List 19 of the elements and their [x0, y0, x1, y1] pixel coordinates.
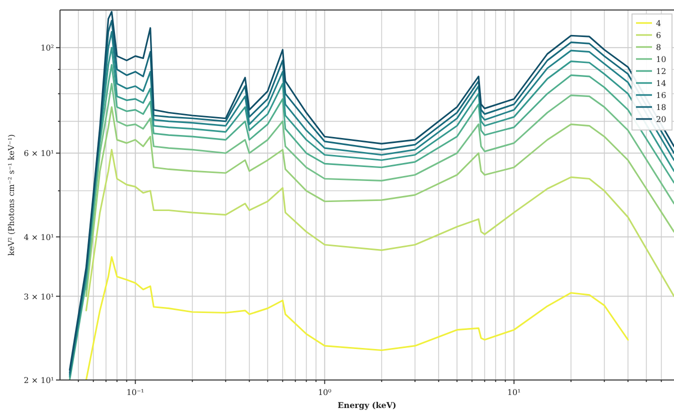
y-tick-label: 3 × 10¹ — [24, 292, 54, 302]
legend-label: 16 — [656, 91, 666, 100]
y-tick-label: 6 × 10¹ — [24, 149, 54, 158]
legend-label: 4 — [656, 19, 662, 28]
x-tick-label: 10⁰ — [318, 388, 332, 397]
legend-label: 14 — [656, 79, 666, 88]
legend-label: 12 — [656, 67, 666, 76]
y-axis-title: keV² (Photons cm⁻² s⁻¹ keV⁻¹) — [7, 134, 16, 256]
y-tick-label: 2 × 10¹ — [24, 376, 54, 385]
legend-label: 10 — [656, 55, 666, 64]
legend-label: 6 — [656, 31, 662, 40]
x-tick-label: 10⁻¹ — [126, 388, 144, 397]
legend-label: 18 — [656, 103, 666, 112]
x-axis-title: Energy (keV) — [338, 400, 397, 410]
legend-label: 8 — [656, 43, 662, 52]
x-tick-label: 10¹ — [507, 388, 521, 397]
legend-label: 20 — [656, 115, 666, 124]
y-tick-label: 10² — [40, 44, 54, 53]
y-tick-label: 4 × 10¹ — [24, 232, 54, 242]
